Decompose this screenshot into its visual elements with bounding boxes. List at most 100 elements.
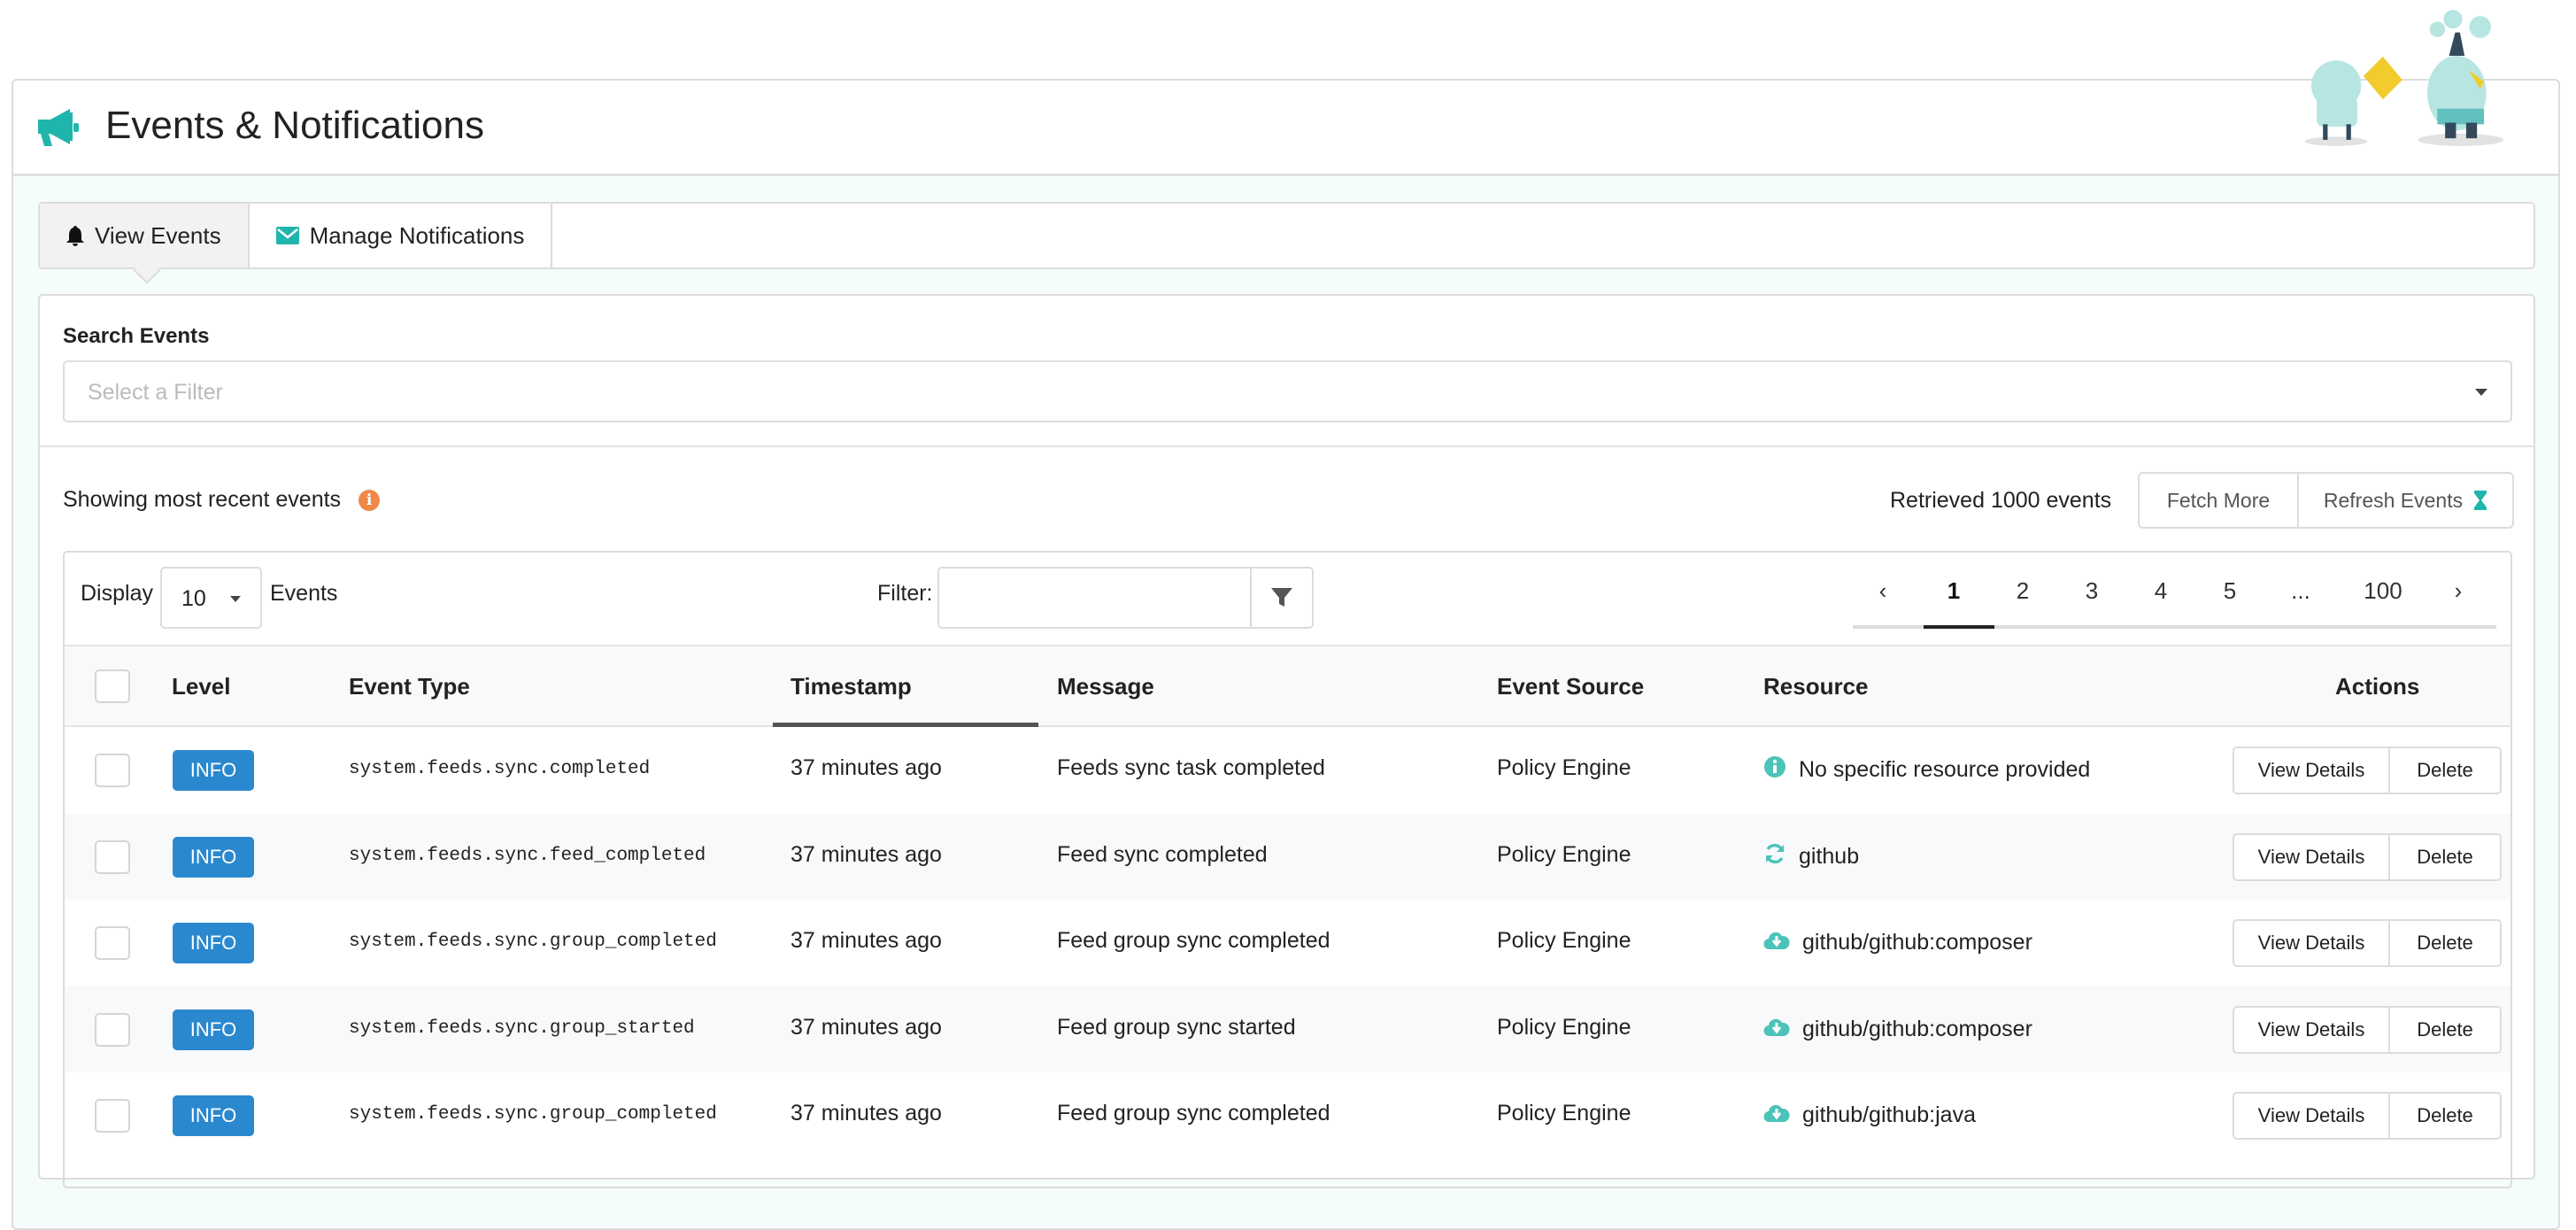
view-label: View Details xyxy=(2257,759,2365,781)
fetch-more-label: Fetch More xyxy=(2166,488,2271,512)
table-row: INFO system.feeds.sync.group_completed 3… xyxy=(65,900,2510,986)
filter-input[interactable] xyxy=(937,567,1252,629)
delete-label: Delete xyxy=(2417,932,2473,954)
mascot-illustration xyxy=(2304,10,2504,146)
hourglass-icon xyxy=(2474,491,2487,510)
message: Feed group sync completed xyxy=(1057,928,1330,953)
event-source: Policy Engine xyxy=(1497,1101,1631,1126)
page-title: Events & Notifications xyxy=(105,104,484,147)
refresh-label: Refresh Events xyxy=(2323,488,2464,512)
event-source: Policy Engine xyxy=(1497,928,1631,953)
row-checkbox[interactable] xyxy=(95,1099,130,1133)
cloud-download-icon xyxy=(1763,1015,1790,1044)
event-type: system.feeds.sync.group_completed xyxy=(349,1104,717,1125)
delete-button[interactable]: Delete xyxy=(2390,1094,2500,1138)
events-card: Events & Notifications View Events Manag… xyxy=(12,10,2560,1230)
col-resource[interactable]: Resource xyxy=(1763,673,1869,700)
search-filter-select[interactable]: Select a Filter xyxy=(63,360,2512,422)
megaphone-icon xyxy=(38,109,79,146)
col-timestamp[interactable]: Timestamp xyxy=(791,673,912,700)
row-checkbox[interactable] xyxy=(95,926,130,960)
chevron-down-icon xyxy=(2475,389,2487,396)
showing-text: Showing most recent events xyxy=(63,487,342,512)
col-event-type[interactable]: Event Type xyxy=(349,673,470,700)
delete-button[interactable]: Delete xyxy=(2390,835,2500,879)
select-all-checkbox[interactable] xyxy=(95,669,130,703)
resource: github/github:composer xyxy=(1763,928,2032,957)
events-panel: Search Events Select a Filter Showing mo… xyxy=(38,294,2535,1188)
col-message[interactable]: Message xyxy=(1057,673,1154,700)
refresh-icon xyxy=(1763,842,1786,871)
view-label: View Details xyxy=(2257,932,2365,954)
resource-text: github xyxy=(1799,843,1860,869)
resource: No specific resource provided xyxy=(1763,755,2090,785)
row-checkbox[interactable] xyxy=(95,1012,130,1047)
tab-manage-notifications[interactable]: Manage Notifications xyxy=(250,204,553,267)
event-source: Policy Engine xyxy=(1497,1014,1631,1040)
page-5[interactable]: 5 xyxy=(2223,577,2237,604)
row-actions: View Details Delete xyxy=(2233,832,2502,881)
view-details-button[interactable]: View Details xyxy=(2234,1094,2390,1138)
col-level[interactable]: Level xyxy=(172,673,231,700)
page-1[interactable]: 1 xyxy=(1947,577,1961,604)
timestamp: 37 minutes ago xyxy=(791,928,942,953)
filter-label: Filter: xyxy=(877,581,933,606)
col-event-source[interactable]: Event Source xyxy=(1497,673,1645,700)
view-details-button[interactable]: View Details xyxy=(2234,748,2390,793)
table-row: INFO system.feeds.sync.group_completed 3… xyxy=(65,1072,2510,1159)
tab-label: Manage Notifications xyxy=(309,221,525,249)
event-type: system.feeds.sync.group_started xyxy=(349,1017,695,1039)
showing-status: Showing most recent events i xyxy=(63,487,381,513)
delete-button[interactable]: Delete xyxy=(2390,1008,2500,1052)
message: Feed sync completed xyxy=(1057,841,1268,867)
delete-button[interactable]: Delete xyxy=(2390,748,2500,793)
page-size-select[interactable]: 10 xyxy=(160,567,262,629)
timestamp: 37 minutes ago xyxy=(791,1014,942,1040)
pagination-prev[interactable]: ‹ xyxy=(1878,577,1887,604)
events-table: Display 10 Events Filter: ‹ 1 2 3 4 5 xyxy=(63,551,2512,1188)
info-icon[interactable]: i xyxy=(359,489,381,511)
row-actions: View Details Delete xyxy=(2233,1092,2502,1140)
fetch-more-button[interactable]: Fetch More xyxy=(2140,474,2299,527)
resource-text: No specific resource provided xyxy=(1799,757,2091,782)
page-3[interactable]: 3 xyxy=(2085,577,2099,604)
delete-label: Delete xyxy=(2417,1104,2473,1126)
row-actions: View Details Delete xyxy=(2233,919,2502,967)
resource-text: github/github:java xyxy=(1802,1102,1976,1127)
message: Feed group sync started xyxy=(1057,1014,1296,1040)
filter-button[interactable] xyxy=(1250,567,1314,629)
events-label: Events xyxy=(270,581,338,606)
view-details-button[interactable]: View Details xyxy=(2234,834,2390,879)
card-header: Events & Notifications xyxy=(13,81,2558,176)
table-row: INFO system.feeds.sync.feed_completed 37… xyxy=(65,813,2510,900)
pagination-next[interactable]: › xyxy=(2454,577,2463,604)
page-100[interactable]: 100 xyxy=(2364,577,2402,604)
sort-indicator xyxy=(773,723,1038,727)
timestamp: 37 minutes ago xyxy=(791,1101,942,1126)
tab-label: View Events xyxy=(95,221,221,249)
page-4[interactable]: 4 xyxy=(2154,577,2168,604)
refresh-events-button[interactable]: Refresh Events xyxy=(2299,474,2512,527)
page-2[interactable]: 2 xyxy=(2016,577,2030,604)
message: Feed group sync completed xyxy=(1057,1101,1330,1126)
envelope-icon xyxy=(275,227,299,244)
row-actions: View Details Delete xyxy=(2233,747,2502,794)
table-row: INFO system.feeds.sync.group_started 37 … xyxy=(65,986,2510,1072)
event-source: Policy Engine xyxy=(1497,755,1631,780)
delete-button[interactable]: Delete xyxy=(2390,921,2500,965)
level-badge: INFO xyxy=(173,1009,254,1050)
delete-label: Delete xyxy=(2417,1017,2473,1040)
page-size-value: 10 xyxy=(181,586,206,611)
level-badge: INFO xyxy=(173,836,254,878)
view-details-button[interactable]: View Details xyxy=(2234,921,2390,965)
retrieved-count: Retrieved 1000 events xyxy=(1890,488,2112,513)
resource-text: github/github:composer xyxy=(1802,1016,2032,1041)
view-details-button[interactable]: View Details xyxy=(2234,1007,2390,1052)
row-checkbox[interactable] xyxy=(95,839,130,874)
row-checkbox[interactable] xyxy=(95,754,130,787)
tab-bar: View Events Manage Notifications xyxy=(38,202,2535,269)
message: Feeds sync task completed xyxy=(1057,755,1325,780)
divider xyxy=(40,445,2534,447)
tab-view-events[interactable]: View Events xyxy=(40,204,250,267)
resource: github xyxy=(1763,842,1859,871)
